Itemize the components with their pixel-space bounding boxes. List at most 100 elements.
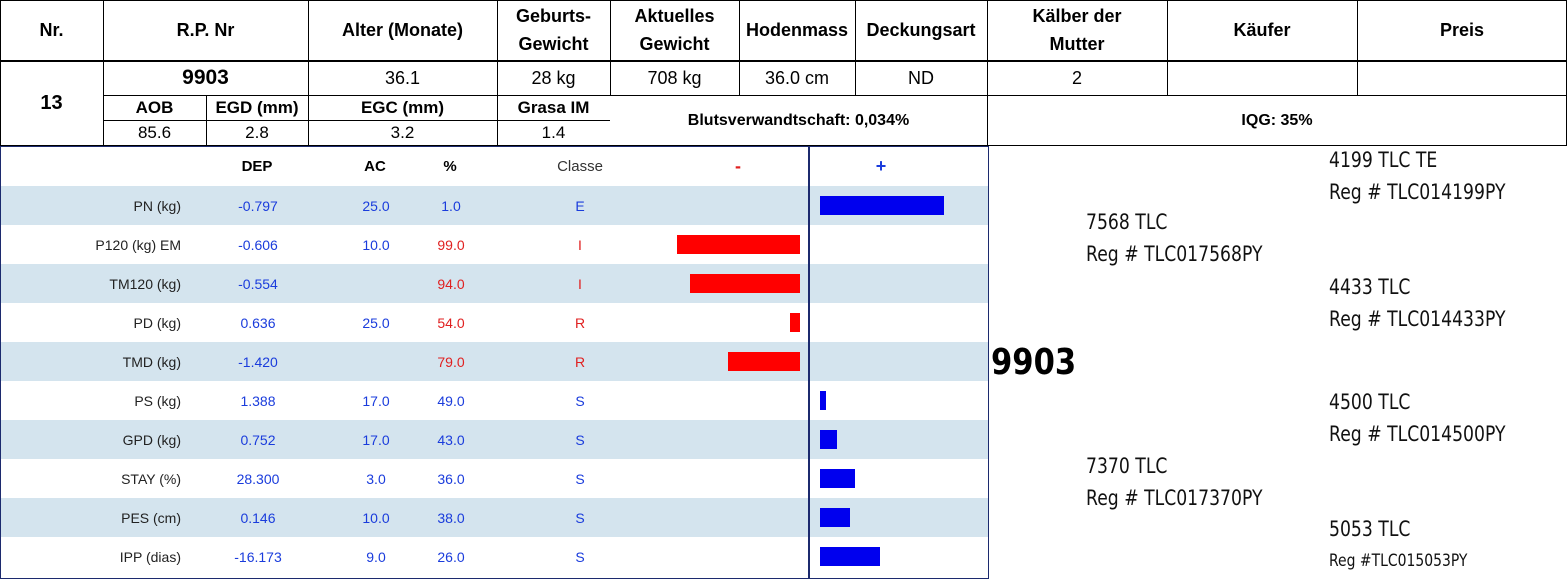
col-header-rp-nr: R.P. Nr (176, 20, 235, 40)
border-line (497, 0, 498, 146)
epd-col-ac: AC (364, 157, 386, 175)
epd-trait-label: STAY (%) (121, 470, 181, 487)
col-header-hodenmass: Hodenmass (745, 20, 849, 40)
border-line (855, 0, 856, 95)
border-line (0, 145, 1567, 146)
border-line (206, 95, 207, 146)
epd-row: PES (cm) 0.146 10.0 38.0 S (1, 498, 988, 537)
border-line (103, 95, 987, 96)
pedigree-dam-sire-name: 4500 TLC (1329, 390, 1411, 414)
epd-trait-label: TMD (kg) (122, 353, 181, 370)
epd-classe-value: I (578, 275, 582, 292)
epd-classe-value: R (574, 314, 586, 331)
border-line (1357, 0, 1358, 95)
epd-dep-value: 0.146 (240, 509, 276, 526)
epd-pct-value: 94.0 (437, 275, 465, 292)
animal-rp-nr: 9903 (182, 66, 229, 89)
epd-pct-value: 36.0 (437, 470, 465, 487)
epd-row: PD (kg) 0.636 25.0 54.0 R (1, 303, 988, 342)
epd-row: TMD (kg) -1.420 79.0 R (1, 342, 988, 381)
epd-ac-value: 17.0 (362, 392, 390, 409)
bar-axis-line (808, 147, 810, 578)
animal-alter: 36.1 (384, 67, 421, 88)
epd-trait-label: TM120 (kg) (109, 275, 181, 292)
border-line (0, 0, 1567, 1)
epd-row: TM120 (kg) -0.554 94.0 I (1, 264, 988, 303)
epd-bar (820, 430, 837, 449)
epd-classe-value: S (575, 392, 585, 409)
epd-ac-value: 10.0 (362, 509, 390, 526)
epd-classe-value: S (575, 509, 585, 526)
pedigree-dam-dam-reg: Reg #TLC015053PY (1329, 551, 1468, 571)
border-line (987, 0, 988, 146)
epd-bar (790, 313, 800, 332)
epd-classe-value: R (574, 353, 586, 370)
epd-col-minus: - (735, 155, 741, 176)
epd-pct-value: 49.0 (437, 392, 465, 409)
epd-trait-label: PD (kg) (133, 314, 181, 331)
epd-bar (677, 235, 800, 254)
border-line (308, 0, 309, 146)
blutsverwandtschaft: Blutsverwandtschaft: 0,034% (687, 111, 910, 129)
epd-classe-value: S (575, 548, 585, 565)
sub-value-egc: 3.2 (390, 123, 415, 142)
epd-row: STAY (%) 28.300 3.0 36.0 S (1, 459, 988, 498)
sub-header-egd: EGD (mm) (215, 98, 299, 117)
pedigree-sire-name: 7568 TLC (1086, 210, 1168, 234)
col-header-kaelber-line1: Kälber der (1032, 6, 1122, 26)
epd-col-plus: + (875, 155, 887, 176)
col-header-geburtsgewicht-line1: Geburts- (515, 6, 591, 26)
border-line (610, 0, 611, 95)
epd-pct-value: 79.0 (437, 353, 465, 370)
pedigree-sire-dam-name: 4433 TLC (1329, 275, 1411, 299)
epd-ac-value: 25.0 (362, 197, 390, 214)
epd-ac-value: 25.0 (362, 314, 390, 331)
animal-nr: 13 (40, 92, 63, 114)
epd-classe-value: I (578, 236, 582, 253)
epd-row: PN (kg) -0.797 25.0 1.0 E (1, 186, 988, 225)
col-header-deckungsart: Deckungsart (866, 20, 976, 40)
epd-dep-value: 1.388 (240, 392, 276, 409)
pedigree-sire-sire-name: 4199 TLC TE (1329, 148, 1438, 172)
sub-value-egd: 2.8 (245, 123, 269, 142)
epd-dep-value: -16.173 (234, 548, 282, 565)
pedigree-dam-name: 7370 TLC (1086, 454, 1168, 478)
border-line (987, 95, 1567, 96)
epd-bar (820, 469, 855, 488)
epd-dep-value: 28.300 (236, 470, 280, 487)
epd-row: GPD (kg) 0.752 17.0 43.0 S (1, 420, 988, 459)
border-line (739, 0, 740, 95)
pedigree-sire-sire-reg: Reg # TLC014199PY (1329, 180, 1506, 204)
col-header-preis: Preis (1439, 20, 1485, 40)
epd-ac-value: 3.0 (366, 470, 386, 487)
epd-row: P120 (kg) EM -0.606 10.0 99.0 I (1, 225, 988, 264)
col-header-aktuelles-gewicht: Aktuelles Gewicht (610, 0, 739, 60)
epd-bar (820, 196, 944, 215)
epd-row: PS (kg) 1.388 17.0 49.0 S (1, 381, 988, 420)
border-line (0, 60, 1567, 62)
epd-dep-value: -0.606 (238, 236, 278, 253)
animal-aktuelles-gewicht: 708 kg (647, 67, 702, 88)
epd-bar (690, 274, 800, 293)
epd-classe-value: S (575, 431, 585, 448)
animal-kaelber: 2 (1071, 67, 1082, 88)
animal-kaeufer (1167, 61, 1357, 95)
epd-ac-value: 17.0 (362, 431, 390, 448)
sub-value-aob: 85.6 (137, 123, 172, 142)
epd-dep-value: -1.420 (238, 353, 278, 370)
epd-trait-label: PES (cm) (121, 509, 181, 526)
epd-col-pct: % (443, 157, 457, 175)
epd-pct-value: 38.0 (437, 509, 465, 526)
iqg: IQG: 35% (1241, 111, 1313, 129)
border-line (103, 0, 104, 146)
epd-pct-value: 26.0 (437, 548, 465, 565)
epd-trait-label: PN (kg) (133, 197, 181, 214)
pedigree-dam-reg: Reg # TLC017370PY (1086, 486, 1263, 510)
epd-col-classe: Classe (557, 157, 603, 175)
epd-dep-value: 0.752 (240, 431, 276, 448)
epd-ac-value: 10.0 (362, 236, 390, 253)
epd-pct-value: 43.0 (437, 431, 465, 448)
epd-pct-value: 1.0 (441, 197, 461, 214)
epd-ac-value (336, 264, 416, 303)
sub-header-grasa: Grasa IM (517, 98, 590, 117)
